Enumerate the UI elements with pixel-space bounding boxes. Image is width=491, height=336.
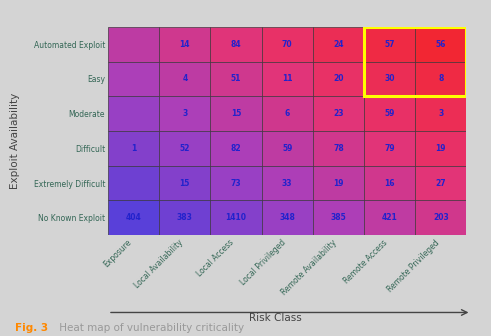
- Text: 56: 56: [436, 40, 446, 49]
- Bar: [159, 27, 211, 61]
- Bar: [415, 61, 466, 96]
- Bar: [108, 201, 159, 235]
- Text: 79: 79: [384, 144, 395, 153]
- Text: 1410: 1410: [225, 213, 246, 222]
- Text: 78: 78: [333, 144, 344, 153]
- Bar: [364, 27, 415, 61]
- Text: 59: 59: [384, 109, 395, 118]
- Text: 24: 24: [333, 40, 344, 49]
- Text: 15: 15: [180, 179, 190, 187]
- Bar: [211, 96, 262, 131]
- Bar: [211, 131, 262, 166]
- Bar: [211, 61, 262, 96]
- Text: 3: 3: [182, 109, 188, 118]
- Text: 385: 385: [330, 213, 346, 222]
- Text: 51: 51: [231, 75, 241, 83]
- Text: 59: 59: [282, 144, 293, 153]
- Text: 1: 1: [131, 144, 136, 153]
- Bar: [262, 27, 313, 61]
- Text: 421: 421: [382, 213, 398, 222]
- Bar: [262, 166, 313, 201]
- Text: 203: 203: [433, 213, 449, 222]
- Bar: [364, 61, 415, 96]
- Bar: [159, 201, 211, 235]
- Bar: [415, 96, 466, 131]
- Text: Fig. 3: Fig. 3: [15, 323, 48, 333]
- Text: 23: 23: [333, 109, 344, 118]
- Bar: [313, 201, 364, 235]
- Bar: [313, 27, 364, 61]
- Bar: [211, 166, 262, 201]
- Text: 30: 30: [384, 75, 395, 83]
- Text: 19: 19: [436, 144, 446, 153]
- Bar: [415, 27, 466, 61]
- Text: 73: 73: [231, 179, 242, 187]
- Text: 6: 6: [285, 109, 290, 118]
- Text: Risk Class: Risk Class: [248, 312, 301, 323]
- Text: 348: 348: [279, 213, 295, 222]
- Bar: [313, 166, 364, 201]
- Bar: [159, 166, 211, 201]
- Bar: [364, 131, 415, 166]
- Bar: [313, 61, 364, 96]
- Bar: [364, 27, 466, 96]
- Bar: [159, 61, 211, 96]
- Text: 14: 14: [180, 40, 190, 49]
- Bar: [211, 27, 262, 61]
- Bar: [108, 96, 159, 131]
- Bar: [159, 131, 211, 166]
- Bar: [313, 131, 364, 166]
- Bar: [364, 201, 415, 235]
- Bar: [415, 166, 466, 201]
- Bar: [364, 96, 415, 131]
- Bar: [159, 96, 211, 131]
- Text: 20: 20: [333, 75, 344, 83]
- Bar: [313, 96, 364, 131]
- Bar: [262, 61, 313, 96]
- Text: 15: 15: [231, 109, 241, 118]
- Text: 11: 11: [282, 75, 293, 83]
- Text: 84: 84: [231, 40, 242, 49]
- Text: 16: 16: [384, 179, 395, 187]
- Bar: [108, 131, 159, 166]
- Bar: [108, 61, 159, 96]
- Text: 8: 8: [438, 75, 443, 83]
- Text: 57: 57: [384, 40, 395, 49]
- Text: 52: 52: [180, 144, 190, 153]
- Bar: [108, 27, 159, 61]
- Text: 70: 70: [282, 40, 293, 49]
- Bar: [262, 201, 313, 235]
- Text: 27: 27: [436, 179, 446, 187]
- Bar: [211, 201, 262, 235]
- Bar: [108, 166, 159, 201]
- Text: 404: 404: [126, 213, 141, 222]
- Bar: [262, 131, 313, 166]
- Text: Exploit Availability: Exploit Availability: [10, 93, 20, 189]
- Bar: [415, 131, 466, 166]
- Bar: [262, 96, 313, 131]
- Text: 19: 19: [333, 179, 344, 187]
- Text: 33: 33: [282, 179, 293, 187]
- Text: 3: 3: [438, 109, 443, 118]
- Text: 82: 82: [231, 144, 242, 153]
- Text: 383: 383: [177, 213, 193, 222]
- Bar: [364, 166, 415, 201]
- Text: 4: 4: [182, 75, 188, 83]
- Text: Heat map of vulnerability criticality: Heat map of vulnerability criticality: [56, 323, 245, 333]
- Bar: [415, 201, 466, 235]
